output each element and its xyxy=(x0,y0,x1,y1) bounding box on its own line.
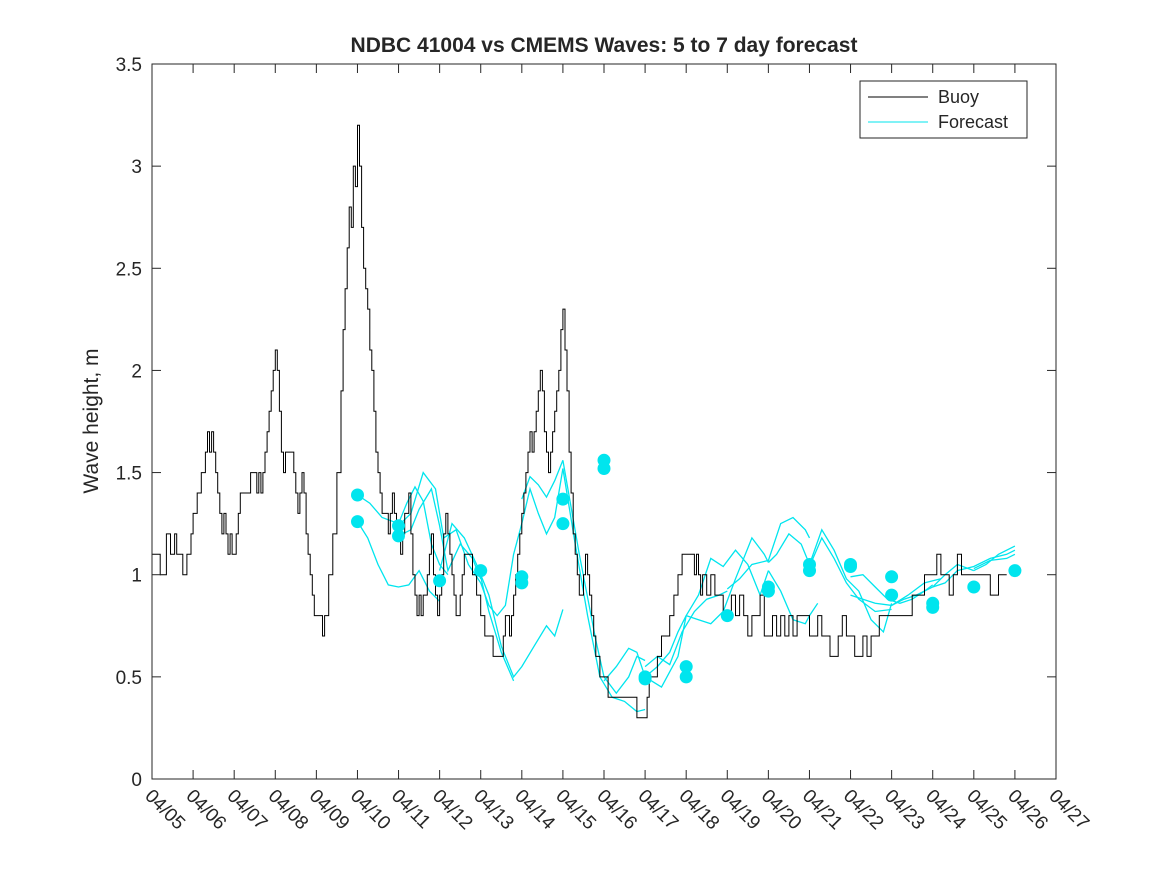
forecast-line xyxy=(973,553,1016,570)
forecast-marker xyxy=(885,588,899,602)
forecast-line xyxy=(644,549,770,689)
forecast-marker xyxy=(474,564,488,578)
forecast-marker xyxy=(844,560,857,573)
y-tick-label: 2.5 xyxy=(116,259,142,280)
forecast-line xyxy=(726,516,811,590)
forecast-line xyxy=(521,468,564,536)
forecast-marker xyxy=(351,515,364,529)
forecast-marker xyxy=(433,574,447,588)
forecast-marker xyxy=(351,488,364,502)
forecast-marker xyxy=(761,584,775,598)
y-tick-label: 1.5 xyxy=(116,464,142,485)
forecast-marker xyxy=(885,570,899,584)
forecast-marker xyxy=(392,529,405,543)
forecast-marker xyxy=(803,564,816,578)
y-tick-label: 3.5 xyxy=(116,55,142,76)
legend-box xyxy=(859,80,1028,139)
forecast-line xyxy=(644,590,728,668)
y-tick-label: 3 xyxy=(131,157,142,178)
buoy-line xyxy=(152,124,1007,719)
forecast-line xyxy=(562,460,646,695)
forecast-line xyxy=(808,536,892,613)
forecast-marker xyxy=(556,517,570,531)
forecast-line xyxy=(521,460,564,500)
forecast-line xyxy=(398,487,482,580)
forecast-marker xyxy=(926,600,940,614)
y-tick-label: 0 xyxy=(131,770,142,791)
forecast-marker xyxy=(556,492,570,506)
forecast-marker xyxy=(679,660,693,674)
forecast-line xyxy=(767,570,819,625)
forecast-marker xyxy=(720,609,734,623)
y-tick-label: 0.5 xyxy=(116,668,142,689)
forecast-marker xyxy=(1008,564,1022,578)
legend-label-buoy: Buoy xyxy=(938,87,979,107)
forecast-line xyxy=(480,523,523,617)
y-tick-label: 1 xyxy=(131,566,142,587)
forecast-marker xyxy=(515,576,529,590)
y-axis-label: Wave height, m xyxy=(80,348,103,493)
forecast-marker xyxy=(679,670,693,684)
forecast-line xyxy=(685,536,769,625)
y-tick-label: 2 xyxy=(131,361,142,382)
legend[interactable]: Buoy Forecast xyxy=(859,80,1028,139)
chart-title: NDBC 41004 vs CMEMS Waves: 5 to 7 day fo… xyxy=(351,34,858,57)
forecast-marker xyxy=(967,580,981,594)
plot-content xyxy=(152,124,1022,719)
forecast-marker xyxy=(638,672,652,686)
forecast-line xyxy=(808,528,893,634)
forecast-line xyxy=(480,576,515,682)
legend-label-forecast: Forecast xyxy=(938,112,1008,132)
forecast-line xyxy=(356,521,441,602)
forecast-line xyxy=(932,549,1016,588)
forecast-line xyxy=(767,532,811,565)
forecast-marker xyxy=(392,519,405,533)
forecast-line xyxy=(973,545,1016,572)
forecast-marker xyxy=(597,462,611,475)
forecast-line xyxy=(398,471,482,584)
forecast-line xyxy=(438,522,564,679)
